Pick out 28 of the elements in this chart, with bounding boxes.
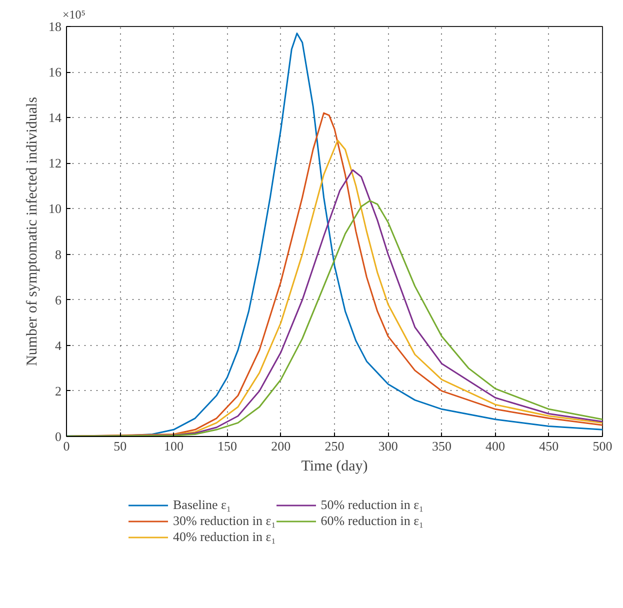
x-tick-label: 400 [486, 438, 506, 454]
x-tick-label: 50 [114, 438, 127, 454]
legend-label: 30% reduction in ε₁ [173, 513, 276, 529]
y-axis-title: Number of symptomatic infected individuals [24, 96, 40, 366]
y-tick-label: 10 [48, 201, 62, 216]
x-tick-label: 500 [592, 438, 612, 454]
y-tick-label: 2 [55, 383, 62, 398]
legend-label: 40% reduction in ε₁ [173, 529, 276, 545]
text: ×10⁵ [62, 8, 86, 22]
legend-label: Baseline ε₁ [173, 497, 232, 513]
x-tick-label: 250 [324, 438, 344, 454]
y-tick-label: 6 [55, 292, 62, 308]
x-tick-label: 300 [378, 438, 398, 454]
y-tick-label: 8 [55, 246, 62, 262]
x-tick-label: 200 [271, 438, 291, 454]
y-tick-label: 12 [48, 156, 62, 171]
y-tick-label: 4 [55, 338, 62, 353]
legend-label: 60% reduction in ε₁ [320, 513, 424, 529]
y-tick-label: 14 [48, 110, 62, 126]
x-tick-label: 350 [432, 438, 452, 454]
y-tick-label: 0 [55, 429, 62, 444]
y-tick-label: 18 [48, 19, 62, 34]
y-tick-label: 16 [48, 64, 62, 80]
x-tick-label: 150 [218, 438, 238, 454]
legend-label: 50% reduction in ε₁ [320, 497, 424, 513]
x-tick-label: 450 [539, 438, 559, 454]
x-tick-label: 100 [164, 438, 184, 454]
x-axis-title: Time (day) [301, 458, 368, 474]
